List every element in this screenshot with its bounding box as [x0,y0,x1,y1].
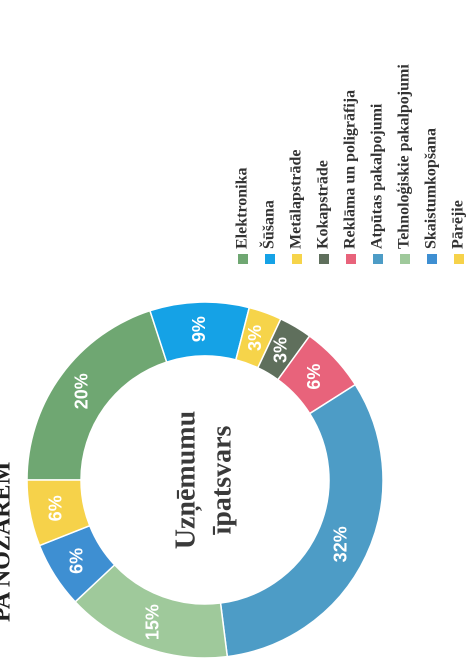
legend-label: Elektronika [234,168,251,250]
slice-label: 32% [330,526,350,562]
legend-label: Šūšana [259,200,278,249]
legend-swatch [373,254,383,264]
slice-label: 6% [66,548,86,574]
rotated-content: PA NOZARĒM Uzņēmumu īpatsvars 20% 9% 3% 3% 6… [0,64,467,659]
slice-label: 6% [45,495,65,521]
legend-swatch [427,254,437,264]
center-label: īpatsvars [206,425,237,535]
legend-label: Atpūtas pakalpojumi [369,103,386,249]
slice-label: 3% [245,325,265,351]
donut-slice [26,479,91,547]
donut-slice [26,309,168,481]
legend-label: Kokapstrāde [315,160,332,249]
legend-swatch [346,254,356,264]
slice-label: 15% [143,604,163,640]
legend-label: Pārējie [450,200,467,249]
legend-label: Tehnoloģiskie pakalpojumi [396,64,413,249]
slice-label: 3% [271,337,291,363]
legend-swatch [400,254,410,264]
chart-title: PA NOZARĒM [0,462,16,622]
legend-swatch [238,254,248,264]
legend-swatch [454,254,464,264]
legend-swatch [265,254,275,264]
legend-label: Reklāma un poligrāfija [342,90,359,249]
slice-label: 20% [72,373,92,409]
legend-swatch [319,254,329,264]
slice-label: 9% [189,316,209,342]
center-label: Uzņēmumu [170,411,202,549]
donut-slice [219,383,384,658]
legend-swatch [292,254,302,264]
slice-label: 6% [304,364,324,390]
legend-label: Skaistumkopšana [423,128,440,249]
legend-label: Metālapstrāde [288,149,305,249]
